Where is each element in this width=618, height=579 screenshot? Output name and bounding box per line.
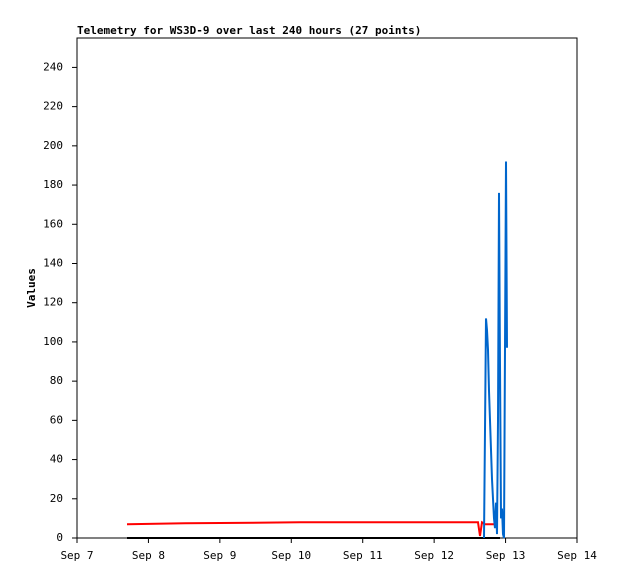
x-tick-label: Sep 8 — [132, 549, 165, 562]
y-tick-label: 160 — [43, 217, 63, 230]
y-tick-label: 20 — [50, 492, 63, 505]
x-tick-label: Sep 7 — [60, 549, 93, 562]
series-line — [483, 161, 508, 539]
y-tick-label: 240 — [43, 60, 63, 73]
x-tick-label: Sep 13 — [486, 549, 526, 562]
x-tick-label: Sep 9 — [203, 549, 236, 562]
y-tick-label: 140 — [43, 256, 63, 269]
y-tick-label: 60 — [50, 413, 63, 426]
y-tick-label: 120 — [43, 296, 63, 309]
x-tick-label: Sep 12 — [414, 549, 454, 562]
y-tick-label: 220 — [43, 100, 63, 113]
y-axis-label: Values — [25, 268, 38, 308]
y-tick-label: 200 — [43, 139, 63, 152]
y-tick-label: 0 — [56, 531, 63, 544]
x-tick-label: Sep 14 — [557, 549, 597, 562]
x-tick-label: Sep 10 — [271, 549, 311, 562]
chart-title: Telemetry for WS3D-9 over last 240 hours… — [77, 24, 421, 37]
y-tick-label: 80 — [50, 374, 63, 387]
y-tick-label: 100 — [43, 335, 63, 348]
y-tick-label: 40 — [50, 453, 63, 466]
x-tick-label: Sep 11 — [343, 549, 383, 562]
y-tick-label: 180 — [43, 178, 63, 191]
